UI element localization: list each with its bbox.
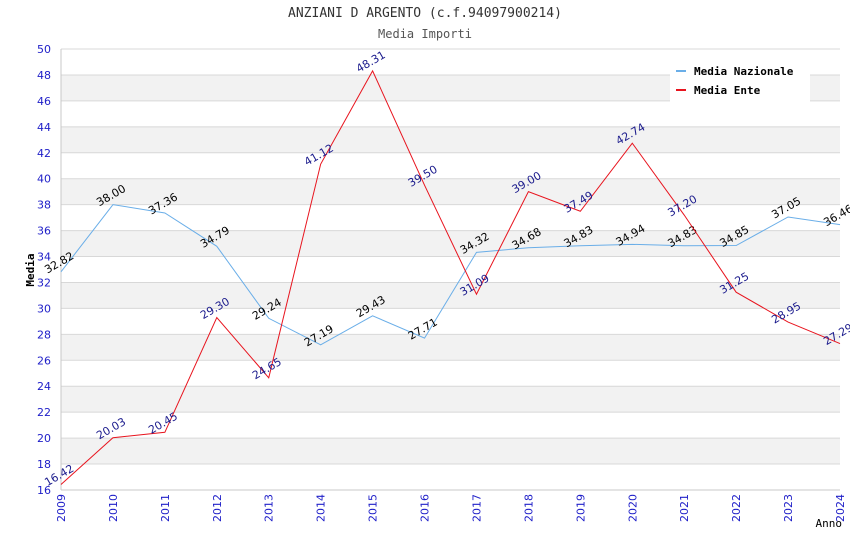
x-tick-label: 2014 xyxy=(315,494,328,522)
y-tick-label: 16 xyxy=(37,484,51,497)
legend-swatch-media-nazionale xyxy=(676,70,686,72)
x-tick-label: 2023 xyxy=(782,494,795,522)
y-tick-label: 28 xyxy=(37,328,51,341)
chart-title: ANZIANI D ARGENTO (c.f.94097900214) xyxy=(288,6,562,21)
legend-label-media-ente: Media Ente xyxy=(694,83,761,97)
y-tick-label: 22 xyxy=(37,406,51,419)
y-tick-label: 42 xyxy=(37,147,51,160)
y-tick-label: 44 xyxy=(37,121,51,134)
x-axis-title: Anno xyxy=(816,517,843,530)
x-tick-label: 2009 xyxy=(55,494,68,522)
data-label: 36.46 xyxy=(821,202,850,229)
data-label: 48.31 xyxy=(354,48,388,75)
y-tick-label: 32 xyxy=(37,276,51,289)
y-tick-label: 48 xyxy=(37,69,51,82)
grid-band xyxy=(61,334,840,361)
y-tick-label: 26 xyxy=(37,354,51,367)
y-tick-label: 18 xyxy=(37,458,51,471)
series-line-media-nazionale xyxy=(60,204,841,346)
x-tick-label: 2021 xyxy=(678,494,691,522)
y-tick-label: 24 xyxy=(37,380,51,393)
x-tick-label: 2024 xyxy=(834,494,847,522)
grid-band xyxy=(61,230,840,257)
grid-band xyxy=(61,126,840,153)
x-tick-label: 2022 xyxy=(730,494,743,522)
x-tick-label: 2016 xyxy=(419,494,432,522)
y-tick-label: 46 xyxy=(37,95,51,108)
x-tick-label: 2018 xyxy=(522,494,535,522)
y-tick-label: 50 xyxy=(37,43,51,56)
legend: Media Nazionale Media Ente xyxy=(670,58,810,102)
x-tick-label: 2013 xyxy=(263,494,276,522)
grid-band xyxy=(61,178,840,205)
legend-label-media-nazionale: Media Nazionale xyxy=(694,64,794,78)
grid-band xyxy=(61,438,840,465)
x-tick-label: 2015 xyxy=(367,494,380,522)
y-tick-label: 38 xyxy=(37,199,51,212)
y-tick-label: 20 xyxy=(37,432,51,445)
series-line-media-ente xyxy=(60,69,841,485)
legend-swatch-media-ente xyxy=(676,89,686,91)
x-tick-label: 2011 xyxy=(159,494,172,522)
legend-item-media-nazionale: Media Nazionale xyxy=(676,62,793,80)
y-tick-label: 40 xyxy=(37,173,51,186)
x-tick-label: 2019 xyxy=(574,494,587,522)
chart-subtitle: Media Importi xyxy=(378,27,472,41)
y-tick-label: 34 xyxy=(37,251,51,264)
x-tick-label: 2012 xyxy=(211,494,224,522)
y-tick-label: 36 xyxy=(37,225,51,238)
y-tick-label: 30 xyxy=(37,302,51,315)
x-tick-label: 2010 xyxy=(107,494,120,522)
legend-item-media-ente: Media Ente xyxy=(676,81,760,99)
grid-band xyxy=(61,386,840,413)
y-axis-title: Media xyxy=(24,253,37,286)
x-tick-label: 2020 xyxy=(626,494,639,522)
x-tick-label: 2017 xyxy=(470,494,483,522)
